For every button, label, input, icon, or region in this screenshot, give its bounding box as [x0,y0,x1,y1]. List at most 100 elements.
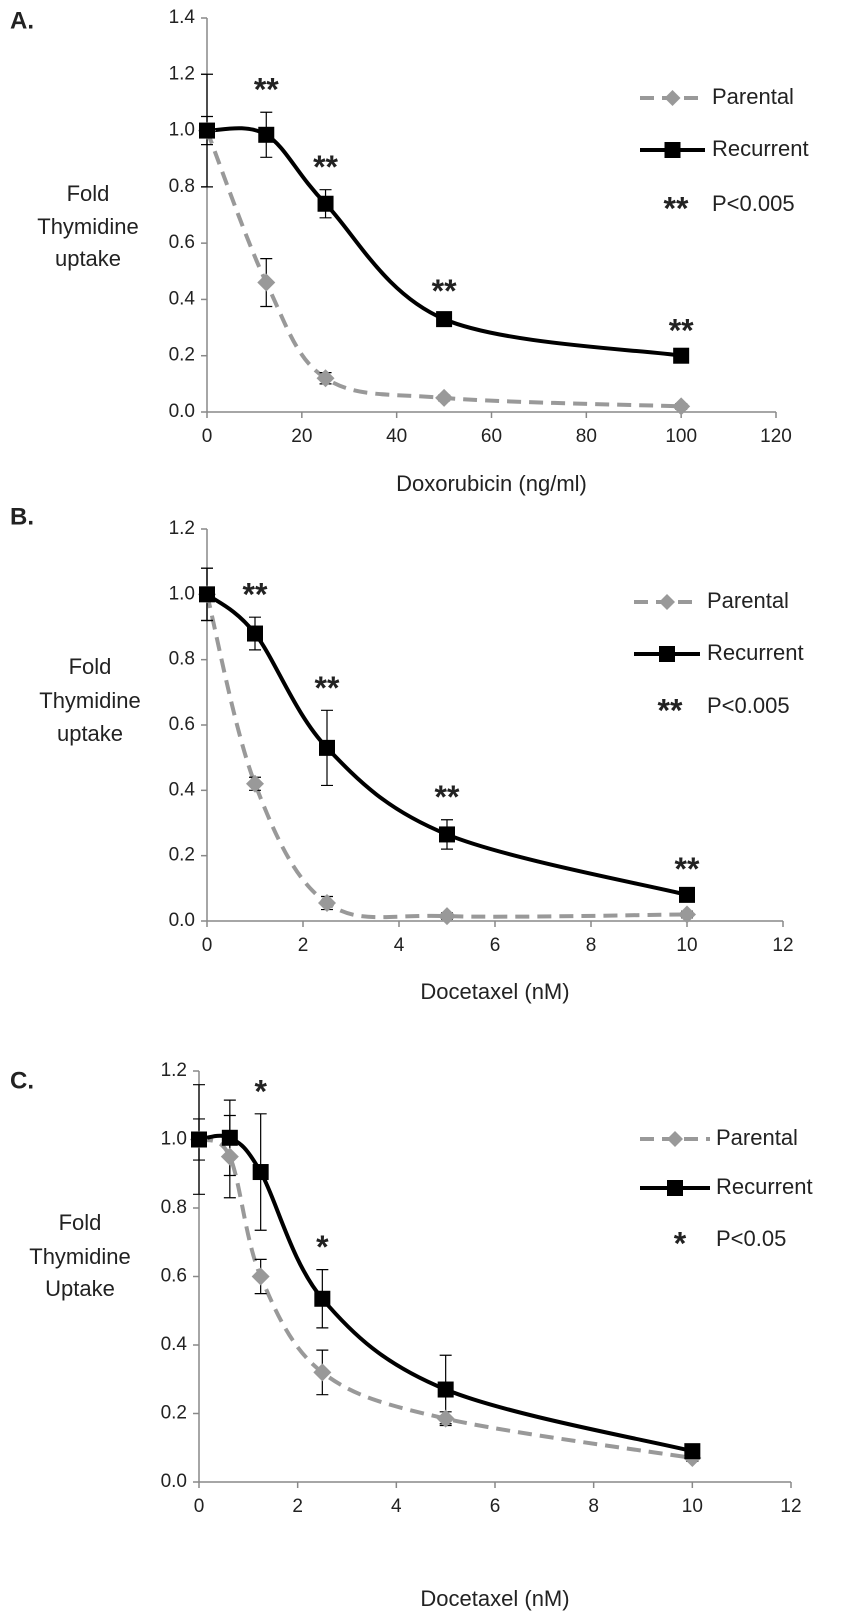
legend-marker [667,1180,683,1196]
significance-mark: ** [669,312,694,348]
diamond-marker [436,1409,455,1428]
x-tick-label: 60 [481,426,502,447]
y-axis-label: uptake [57,721,123,746]
legend-marker [659,646,675,662]
significance-mark: ** [435,779,460,815]
y-axis-label: Fold [59,1210,102,1235]
y-axis-label: Uptake [45,1276,115,1301]
diamond-marker [313,1363,332,1382]
series-line [205,129,682,409]
x-tick-label: 2 [292,1496,303,1517]
legend-marker [664,90,681,106]
series-line [205,592,688,897]
y-tick-label: 0.2 [161,1403,187,1424]
series-line [205,593,688,920]
y-tick-label: 0.2 [169,845,195,866]
x-tick-label: 40 [386,426,407,447]
square-marker [258,126,275,143]
x-tick-label: 20 [291,426,312,447]
significance-mark: ** [254,72,279,108]
y-tick-label: 0.0 [169,401,195,422]
diamond-marker [672,397,691,416]
series-line [198,1137,693,1461]
square-marker [679,886,695,903]
diamond-marker [435,388,454,407]
significance-mark: ** [313,149,338,185]
legend-significance-symbol: * [674,1225,687,1261]
square-marker [191,1131,207,1148]
square-marker [314,1290,331,1307]
square-marker [199,586,215,603]
y-tick-label: 0.4 [169,288,196,309]
x-tick-label: 2 [298,935,309,956]
y-tick-label: 0.0 [169,910,195,931]
y-tick-label: 0.0 [161,1471,187,1492]
diamond-marker [316,369,335,388]
y-axis-label: Fold [69,654,112,679]
panel-label: A. [10,7,34,34]
y-tick-label: 1.2 [169,63,195,84]
diamond-marker [220,1147,239,1166]
x-tick-label: 8 [586,935,597,956]
y-tick-label: 1.4 [169,7,196,28]
x-tick-label: 6 [490,935,501,956]
legend-label: Recurrent [712,136,809,161]
legend-label: Recurrent [716,1174,813,1199]
y-tick-label: 1.2 [169,518,195,539]
square-marker [437,1381,454,1398]
y-tick-label: 0.8 [169,649,195,670]
square-marker [317,195,334,212]
x-tick-label: 12 [772,935,793,956]
legend-marker [659,594,675,610]
significance-mark: * [254,1073,267,1109]
legend-label: Recurrent [707,640,804,665]
x-tick-label: 12 [780,1496,801,1517]
x-tick-label: 120 [760,426,792,447]
x-tick-label: 10 [676,935,697,956]
legend-marker [667,1131,683,1147]
y-tick-label: 1.0 [169,583,195,604]
y-tick-label: 0.2 [169,345,195,366]
x-tick-label: 0 [194,1496,205,1517]
square-marker [247,625,263,642]
y-tick-label: 1.2 [161,1060,187,1081]
diamond-marker [318,894,336,913]
square-marker [684,1443,701,1460]
x-tick-label: 6 [490,1496,501,1517]
panel-label: B. [10,503,34,530]
y-tick-label: 1.0 [161,1129,187,1150]
x-tick-label: 100 [665,426,697,447]
y-tick-label: 0.6 [169,232,195,253]
diamond-marker [257,273,276,292]
legend-label: Parental [716,1125,798,1150]
y-tick-label: 0.6 [161,1266,187,1287]
legend-significance-label: P<0.05 [716,1226,786,1251]
legend-significance-label: P<0.005 [707,693,790,718]
square-marker [199,122,215,139]
square-marker [221,1129,238,1146]
y-tick-label: 0.8 [169,176,195,197]
diamond-marker [246,774,264,793]
significance-mark: * [316,1229,329,1265]
diamond-marker [251,1267,270,1286]
y-axis-label: Fold [67,181,110,206]
y-tick-label: 0.8 [161,1197,187,1218]
x-tick-label: 8 [588,1496,599,1517]
y-axis-label: uptake [55,246,121,271]
square-marker [673,347,690,364]
significance-mark: ** [432,273,457,309]
x-tick-label: 80 [576,426,597,447]
x-axis-label: Doxorubicin (ng/ml) [396,471,587,496]
legend-significance-symbol: ** [664,190,689,226]
y-tick-label: 0.4 [169,779,196,800]
x-tick-label: 10 [682,1496,703,1517]
legend-significance-symbol: ** [658,692,683,728]
y-tick-label: 1.0 [169,120,195,141]
y-tick-label: 0.4 [161,1334,188,1355]
x-tick-label: 4 [394,935,405,956]
y-axis-label: Thymidine [39,688,140,713]
diamond-marker [678,905,696,924]
significance-mark: ** [243,577,268,613]
legend-label: Parental [707,588,789,613]
y-tick-label: 0.6 [169,714,195,735]
